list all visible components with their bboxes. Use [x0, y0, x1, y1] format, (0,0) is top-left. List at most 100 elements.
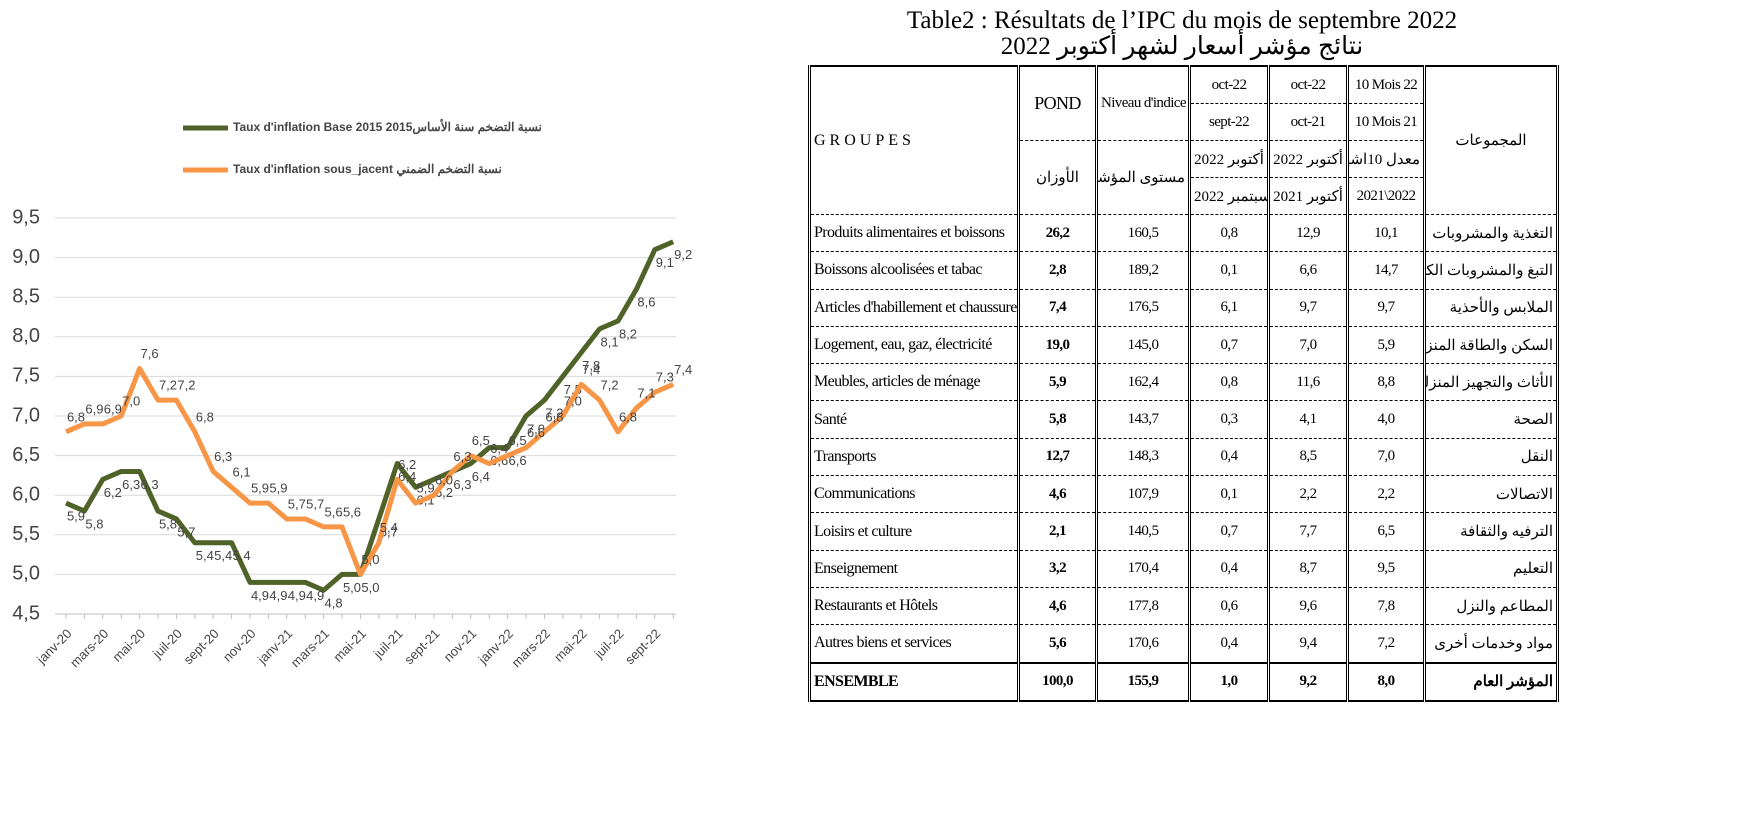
table-cell: 170,6	[1095, 624, 1191, 664]
data-label: 7,0	[564, 393, 582, 408]
table-cell: 0,1	[1188, 475, 1270, 514]
table-cell: 100,0	[1017, 661, 1098, 702]
table-cell: 0,3	[1188, 400, 1270, 439]
x-tick-label: mai-22	[551, 626, 590, 665]
table-cell: التغذية والمشروبات	[1423, 213, 1559, 253]
header-row: sept-22 oct-21 10 Mois 21	[810, 103, 1558, 141]
table-row: Meubles, articles de ménage 5,9 162,4 0,8 11…	[808, 363, 1559, 402]
table-cell: 5,9	[1017, 363, 1098, 402]
table-cell: Loisirs et culture	[808, 512, 1020, 551]
table-cell: 0,1	[1188, 251, 1270, 290]
table-cell: 10,1	[1346, 213, 1426, 253]
table-cell: مواد وخدمات أخرى	[1423, 624, 1559, 664]
data-label: 6,8	[619, 409, 637, 424]
table-row: Enseignement 3,2 170,4 0,4 8,7 9,5 التعليم	[808, 549, 1559, 588]
y-tick-label: 7,5	[12, 365, 40, 387]
table-cell: 0,7	[1188, 325, 1270, 365]
header-cell: sept-22	[1188, 103, 1270, 141]
header-cell: مستوى المؤشر	[1095, 140, 1191, 215]
header-cell: GROUPES	[808, 65, 1020, 215]
table-panel: Table2 : Résultats de l’IPC du mois de s…	[808, 8, 1559, 702]
y-tick-label: 9,0	[12, 246, 40, 268]
table-cell: 5,8	[1017, 400, 1098, 439]
data-label: 5,6	[325, 504, 343, 519]
y-tick-label: 7,0	[12, 404, 40, 426]
table-row: Articles d'habillement et chaussures 7,4 1…	[808, 288, 1559, 327]
table-cell: Logement, eau, gaz, électricité	[808, 325, 1020, 365]
table-cell: 6,1	[1188, 288, 1270, 327]
table-cell: 12,7	[1017, 437, 1098, 477]
table-row: Autres biens et services 5,6 170,6 0,4 9,4 7,…	[808, 624, 1559, 664]
table-cell: 12,9	[1267, 213, 1349, 253]
data-label: 6,1	[233, 465, 251, 480]
table-cell: التعليم	[1423, 549, 1559, 588]
table-cell: 14,7	[1346, 251, 1426, 290]
data-label: 6,3	[453, 449, 471, 464]
data-label: 6,4	[490, 441, 508, 456]
table-row: Loisirs et culture 2,1 140,5 0,7 7,7 6,5 الترف…	[808, 512, 1559, 551]
data-label: 6,2	[104, 485, 122, 500]
header-cell: أكتوبر 2022	[1188, 140, 1270, 178]
legend-label: Taux d'inflation Base 2015 2015نسبة التض…	[233, 119, 542, 135]
table-cell: 11,6	[1267, 363, 1349, 402]
table-cell: الاتصالات	[1423, 475, 1559, 514]
table-cell: 143,7	[1095, 400, 1191, 439]
table-cell: 1,0	[1188, 661, 1270, 702]
table-cell: Santé	[808, 400, 1020, 439]
table-cell: 6,5	[1346, 512, 1426, 551]
table-cell: السكن والطاقة المنزلية	[1423, 325, 1559, 365]
data-label: 7,6	[141, 346, 159, 361]
table-cell: Enseignement	[808, 549, 1020, 588]
header-cell: oct-22	[1188, 65, 1270, 104]
table-cell: 170,4	[1095, 549, 1191, 588]
data-label: 5,8	[85, 516, 103, 531]
table-cell: 107,9	[1095, 475, 1191, 514]
data-label: 4,8	[325, 596, 343, 611]
table-cell: 176,5	[1095, 288, 1191, 327]
header-cell: Niveau d'indice	[1095, 65, 1191, 141]
table-cell: 2,1	[1017, 512, 1098, 551]
table-cell: التبغ والمشروبات الكحولية	[1423, 251, 1559, 290]
data-label: 5,7	[288, 496, 306, 511]
y-tick-label: 5,0	[12, 563, 40, 585]
y-tick-label: 9,5	[12, 206, 40, 228]
data-label: 5,9	[251, 481, 269, 496]
table-cell: 0,6	[1188, 586, 1270, 626]
x-tick-label: mars-20	[67, 626, 111, 670]
table-cell: الأثاث والتجهيز المنزلي	[1423, 363, 1559, 402]
table-cell: 177,8	[1095, 586, 1191, 626]
table-cell: Communications	[808, 475, 1020, 514]
table-cell: 148,3	[1095, 437, 1191, 477]
header-cell: 2021\2022	[1346, 177, 1426, 215]
header-cell: 10 Mois 22	[1346, 65, 1426, 104]
data-label: 7,3	[656, 370, 674, 385]
table-cell: 2,2	[1346, 475, 1426, 514]
table-row: Boissons alcoolisées et tabac 2,8 189,2 0,1…	[808, 251, 1559, 290]
data-label: 6,8	[196, 409, 214, 424]
table-cell: Meubles, articles de ménage	[808, 363, 1020, 402]
table-cell: 5,9	[1346, 325, 1426, 365]
header-cell: 10 Mois 21	[1346, 103, 1426, 141]
table-cell: 2,8	[1017, 251, 1098, 290]
table-cell: Articles d'habillement et chaussures	[808, 288, 1020, 327]
x-tick-label: mai-21	[330, 626, 369, 665]
data-label: 7,4	[674, 362, 692, 377]
table-cell: الصحة	[1423, 400, 1559, 439]
table-cell: Restaurants et Hôtels	[808, 586, 1020, 626]
table-cell: 0,4	[1188, 549, 1270, 588]
data-label: 5,4	[233, 548, 251, 563]
x-tick-label: mars-22	[509, 626, 553, 670]
table-cell: 4,0	[1346, 400, 1426, 439]
table-cell: 4,1	[1267, 400, 1349, 439]
y-tick-label: 5,5	[12, 523, 40, 545]
data-label: 6,4	[472, 469, 490, 484]
x-tick-label: mars-21	[288, 626, 332, 670]
data-label: 5,0	[361, 580, 379, 595]
table-cell: 3,2	[1017, 549, 1098, 588]
header-row: GROUPES POND Niveau d'indice oct-22 oct-22 10…	[808, 65, 1559, 215]
table-cell: 5,6	[1017, 624, 1098, 664]
table-cell: المؤشر العام	[1423, 661, 1559, 702]
data-label: 9,2	[674, 247, 692, 262]
data-label: 8,1	[601, 334, 619, 349]
